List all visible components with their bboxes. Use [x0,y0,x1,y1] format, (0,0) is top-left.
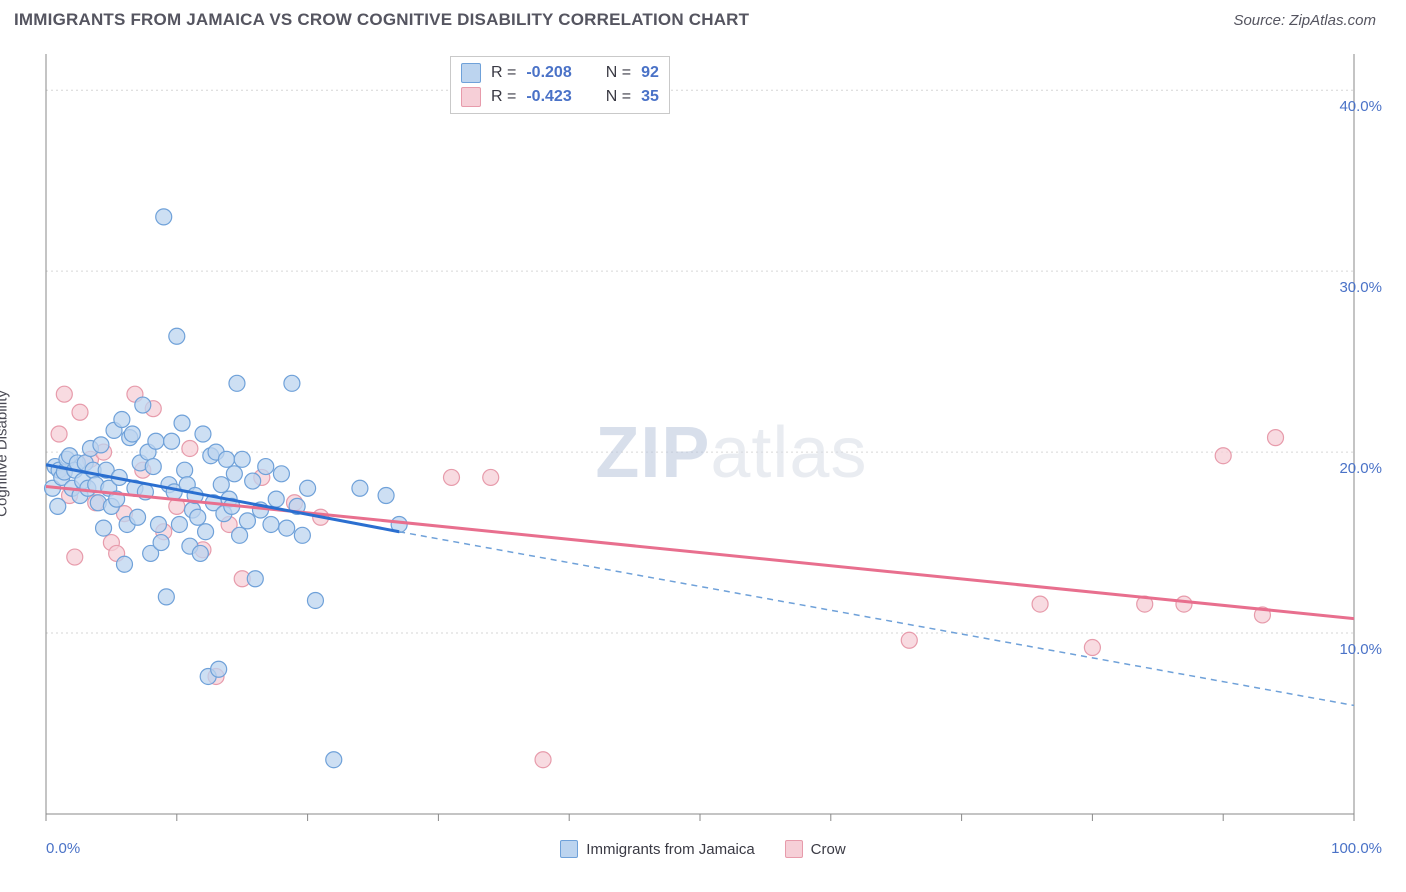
stat-n-key: N = [606,88,631,106]
stat-n-value: 35 [641,88,659,106]
correlation-chart: Cognitive Disability ZIPatlas R =-0.208N… [14,40,1392,850]
series-legend: Immigrants from Jamaica Crow [14,840,1392,858]
stats-swatch [461,87,481,107]
chart-source: Source: ZipAtlas.com [1233,12,1376,29]
y-tick-label: 10.0% [1339,641,1382,658]
stats-row: R = -0.208 N = 92 [461,61,659,85]
stats-row: R = -0.423 N = 35 [461,85,659,109]
legend-swatch [785,840,803,858]
legend-item: Crow [785,840,846,858]
y-tick-label: 40.0% [1339,98,1382,115]
chart-header: IMMIGRANTS FROM JAMAICA VS CROW COGNITIV… [0,0,1406,36]
chart-title: IMMIGRANTS FROM JAMAICA VS CROW COGNITIV… [14,10,749,30]
y-tick-label: 30.0% [1339,279,1382,296]
correlation-stats-box: R = -0.208 N = 92 R = -0.423 N = 35 [450,56,670,114]
legend-swatch [560,840,578,858]
stat-n-value: 92 [641,64,659,82]
legend-label: Crow [811,841,846,858]
stat-r-value: -0.208 [526,64,571,82]
legend-label: Immigrants from Jamaica [586,841,754,858]
chart-svg [14,40,1364,850]
stats-swatch [461,63,481,83]
y-tick-label: 20.0% [1339,460,1382,477]
y-axis-label: Cognitive Disability [0,390,11,517]
stat-n-key: N = [606,64,631,82]
stat-r-key: R = [491,64,516,82]
stat-r-key: R = [491,88,516,106]
stat-r-value: -0.423 [526,88,571,106]
legend-item: Immigrants from Jamaica [560,840,754,858]
